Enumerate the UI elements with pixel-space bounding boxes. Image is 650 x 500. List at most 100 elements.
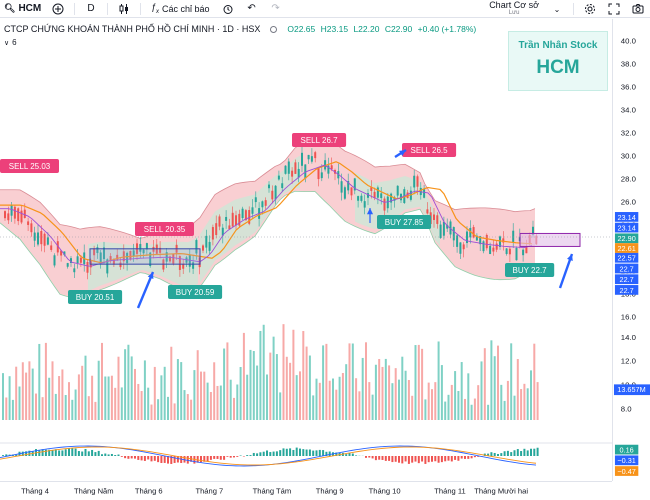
toolbar-divider [140, 2, 141, 15]
arrow-head [366, 208, 374, 215]
candle-body [268, 184, 270, 189]
volume-bar [500, 384, 503, 420]
macd-histogram-bar [282, 448, 285, 456]
volume-bar [447, 394, 450, 420]
signal-label-text: SELL 20.35 [144, 225, 186, 234]
volume-bar [150, 404, 153, 420]
volume-bar [249, 349, 252, 420]
target-box[interactable] [519, 232, 581, 247]
volume-bar [338, 376, 341, 420]
compare-add-symbol-button[interactable] [46, 0, 70, 18]
macd-histogram-bar [440, 456, 443, 463]
macd-histogram-bar [127, 456, 130, 459]
volume-bar [421, 348, 424, 420]
signal-label-text: BUY 20.59 [176, 288, 215, 297]
symbol-search-button[interactable]: 🔍︎ HCM [0, 0, 46, 18]
interval-button[interactable]: D [87, 3, 95, 14]
undo-button[interactable]: ↶ [240, 0, 264, 18]
time-axis[interactable]: Tháng 4 Tháng Năm Tháng 6 Tháng 7 Tháng Tám T… [0, 481, 612, 500]
volume-bar [94, 401, 97, 420]
volume-bar [5, 397, 8, 420]
macd-badge-text: −0.47 [617, 467, 635, 476]
candle-body [63, 251, 66, 256]
candle-body [7, 213, 10, 221]
macd-histogram-bar [513, 450, 516, 456]
signal-label-sell: SELL 20.35 [135, 222, 194, 236]
volume-bar [440, 365, 443, 420]
candle-body [297, 168, 300, 178]
ohlc-values: O22.65 H23.15 L22.20 C22.90 +0.40 (+1.78… [287, 24, 476, 34]
volume-bar [299, 371, 301, 420]
volume-bar [71, 399, 74, 420]
volume-bar [196, 350, 199, 420]
drawing-rectangles [89, 232, 581, 265]
alert-button[interactable] [216, 0, 240, 18]
chart-canvas[interactable]: SELL 25.03 SELL 20.35 SELL 26.7 SELL 26.5 BU… [0, 19, 612, 481]
macd-histogram-bar [523, 448, 526, 456]
volume-bar [259, 330, 262, 420]
signal-label-buy: BUY 22.7 [505, 263, 555, 277]
consolidation-box[interactable] [89, 248, 201, 265]
volume-bar [176, 359, 179, 420]
volume-bar [411, 395, 414, 420]
macd-histogram-bar [110, 453, 113, 456]
volume-bar [246, 374, 249, 420]
toolbar-right-group: Chart Cơ sở Lưu ⌄ [483, 0, 650, 18]
volume-bar [167, 396, 169, 420]
snapshot-button[interactable] [626, 0, 650, 18]
macd-histogram-bar [74, 448, 77, 456]
candle-body [66, 263, 69, 267]
candle-body [152, 246, 155, 252]
volume-bar [51, 361, 54, 420]
price-badge-text: 23.14 [617, 224, 635, 233]
redo-button[interactable]: ↷ [264, 0, 288, 18]
candle-body [456, 235, 459, 247]
volume-bar [530, 370, 532, 420]
indicators-button[interactable]: ƒx Các chỉ báo [145, 0, 216, 18]
volume-bar [84, 355, 87, 420]
macd-histogram-bar [368, 456, 371, 458]
candle-body [112, 259, 115, 265]
price-scale[interactable]: 40.038.036.034.032.030.028.026.024.022.0… [612, 19, 650, 481]
chart-type-candles-button[interactable] [112, 0, 136, 18]
bollinger-upper [0, 133, 536, 239]
volume-bar [117, 356, 120, 420]
bollinger-fill-green [88, 235, 198, 292]
volume-bar [365, 342, 367, 420]
indicator-list-toggle[interactable]: ∨ 6 [4, 38, 17, 47]
settings-button[interactable] [578, 0, 602, 18]
candle-body [320, 172, 323, 179]
price-tick-label: 14.0 [621, 333, 637, 342]
price-badge [614, 252, 639, 263]
candle-body [106, 259, 109, 274]
top-toolbar: 🔍︎ HCM D ƒx Các chỉ báo ↶ ↷ Chart Cơ sở [0, 0, 650, 18]
volume-bar [516, 359, 519, 420]
time-tick-label: Tháng 6 [135, 486, 163, 495]
volume-bar [285, 356, 288, 420]
price-badge-text: 22.7 [620, 275, 634, 284]
volume-bar [262, 324, 265, 420]
signal-label-text: BUY 20.51 [76, 293, 115, 302]
price-tick-label: 26.0 [621, 198, 637, 207]
chart-layout-save-button[interactable]: Chart Cơ sở Lưu [483, 1, 545, 17]
candle-body [17, 208, 20, 222]
fullscreen-button[interactable] [602, 0, 626, 18]
volume-bar [483, 348, 486, 420]
price-badge [614, 285, 639, 295]
macd-histogram-bar [223, 456, 226, 460]
candle-body [126, 252, 129, 264]
candle-body [426, 209, 429, 214]
volume-bar [503, 400, 506, 420]
macd-histogram-bar [176, 456, 179, 463]
volume-bar [391, 383, 394, 420]
macd-histogram-bar [371, 456, 374, 459]
macd-histogram-bar [325, 451, 328, 456]
indicator-count: 6 [12, 38, 17, 47]
volume-bar [252, 351, 255, 420]
search-icon: 🔍︎ [4, 3, 16, 13]
volume-bar [130, 356, 133, 420]
volume-bar [87, 396, 90, 420]
candle-body [482, 241, 485, 252]
layout-dropdown-button[interactable]: ⌄ [545, 0, 569, 18]
macd-histogram-bar [351, 453, 354, 456]
